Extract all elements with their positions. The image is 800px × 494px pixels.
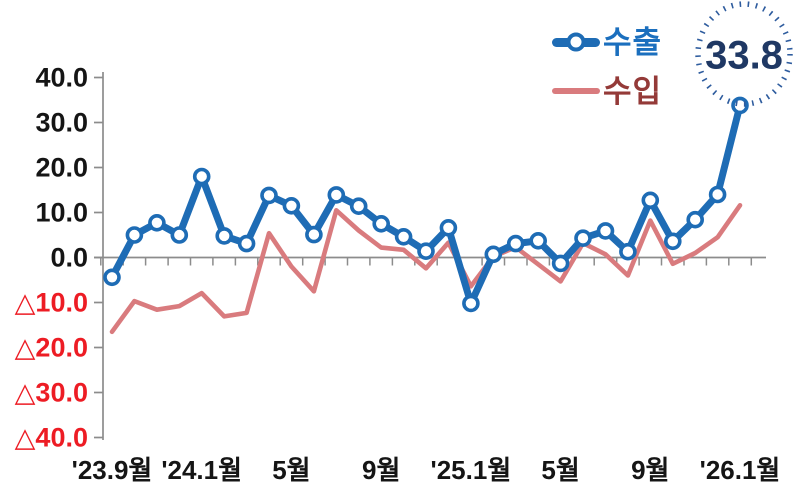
annotation-dotted-circle [695,1,793,107]
export-marker [596,222,615,240]
y-tick-label: △10.0 [15,288,88,318]
export-marker [663,232,682,251]
export-marker [641,191,660,210]
y-tick-label: △30.0 [15,378,88,408]
y-tick-label: 20.0 [35,153,88,183]
export-line-swatch-icon [552,32,600,52]
y-tick-label: 40.0 [35,63,88,93]
x-tick-label: '26.1월 [700,455,781,485]
export-marker [462,294,480,313]
x-tick-label: 5월 [541,455,579,485]
export-marker [305,225,323,244]
export-marker [237,234,256,253]
export-marker [282,197,301,215]
import-line-swatch-icon [552,88,600,94]
x-tick-label: 9월 [631,455,669,485]
x-tick-label: '25.1월 [431,455,512,485]
export-marker [574,229,592,247]
legend-label-import: 수입 [603,73,663,109]
x-tick-label: 5월 [272,455,310,485]
export-marker [170,226,189,244]
y-tick-label: 10.0 [35,198,88,228]
y-tick-label: 30.0 [35,108,88,138]
latest-export-value: 33.8 [705,33,783,78]
legend-label-export: 수출 [603,24,663,60]
export-marker [506,234,525,253]
x-tick-label: '23.9월 [72,455,153,485]
export-marker-icon [566,32,586,52]
export-marker [260,186,278,205]
export-marker [551,254,570,273]
export-marker [215,227,233,245]
y-tick-label: △40.0 [15,423,88,453]
y-tick-label: 0.0 [50,243,88,273]
legend-item-import: 수입 [552,71,662,111]
chart-legend: 수출 수입 [552,22,662,111]
export-marker [148,214,166,232]
x-tick-label: '24.1월 [161,455,242,485]
export-marker [686,210,705,229]
legend-item-export: 수출 [552,22,662,62]
export-marker [372,215,391,233]
export-marker [484,245,503,264]
export-marker [417,242,435,260]
x-tick-label: 9월 [362,455,400,485]
export-marker [125,226,144,244]
export-marker [439,219,458,237]
export-marker [327,186,346,204]
import-line [109,203,743,335]
export-marker [192,167,211,186]
export-marker [103,268,121,287]
export-marker [619,242,637,261]
export-marker [394,228,413,246]
y-tick-label: △20.0 [15,333,88,363]
export-marker [529,232,548,250]
export-marker [349,197,368,215]
export-marker [708,185,727,204]
